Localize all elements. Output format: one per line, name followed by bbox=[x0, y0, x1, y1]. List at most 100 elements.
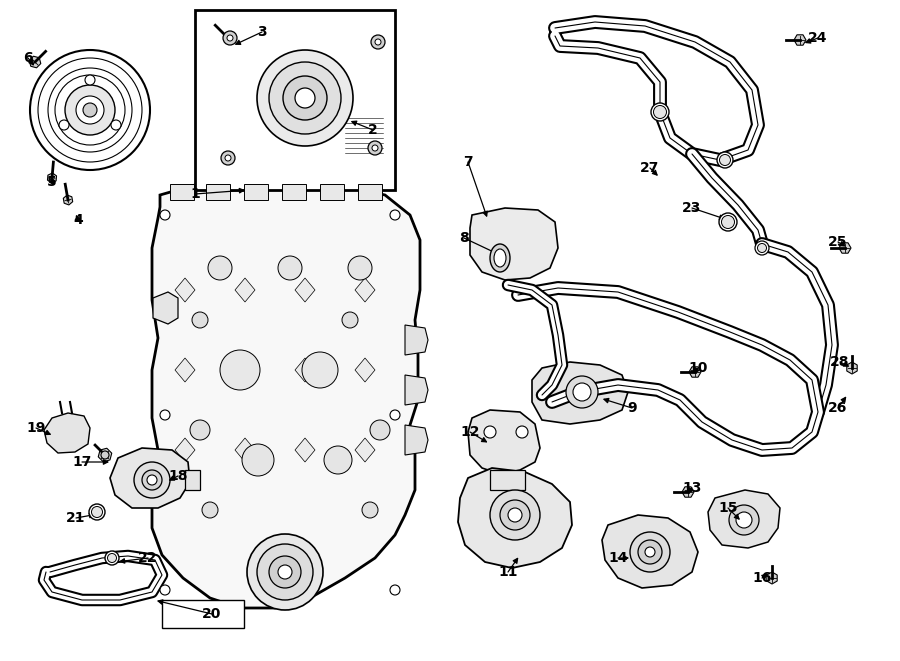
Circle shape bbox=[269, 62, 341, 134]
Circle shape bbox=[192, 312, 208, 328]
Text: 5: 5 bbox=[47, 175, 57, 189]
Circle shape bbox=[755, 241, 769, 255]
Polygon shape bbox=[689, 367, 701, 377]
Circle shape bbox=[729, 505, 759, 535]
Circle shape bbox=[227, 35, 233, 41]
Polygon shape bbox=[221, 31, 235, 45]
Text: 2: 2 bbox=[368, 123, 378, 137]
Circle shape bbox=[390, 410, 400, 420]
Circle shape bbox=[484, 426, 496, 438]
Text: 11: 11 bbox=[499, 565, 517, 579]
Polygon shape bbox=[185, 470, 200, 490]
Text: 3: 3 bbox=[257, 25, 266, 39]
Circle shape bbox=[220, 350, 260, 390]
Text: 13: 13 bbox=[682, 481, 702, 495]
Circle shape bbox=[223, 31, 237, 45]
Polygon shape bbox=[48, 173, 57, 183]
Polygon shape bbox=[682, 486, 694, 497]
Circle shape bbox=[508, 508, 522, 522]
Text: 22: 22 bbox=[139, 551, 158, 565]
Circle shape bbox=[719, 213, 737, 231]
Circle shape bbox=[653, 106, 667, 118]
Polygon shape bbox=[355, 358, 375, 382]
Circle shape bbox=[371, 35, 385, 49]
Polygon shape bbox=[175, 438, 195, 462]
Polygon shape bbox=[153, 292, 178, 324]
Circle shape bbox=[651, 103, 669, 121]
Circle shape bbox=[302, 352, 338, 388]
Circle shape bbox=[221, 151, 235, 165]
Text: 26: 26 bbox=[828, 401, 848, 415]
Polygon shape bbox=[355, 278, 375, 302]
Polygon shape bbox=[98, 448, 112, 462]
Circle shape bbox=[390, 210, 400, 220]
Circle shape bbox=[247, 534, 323, 610]
Polygon shape bbox=[110, 448, 190, 508]
Text: 28: 28 bbox=[830, 355, 850, 369]
Circle shape bbox=[142, 470, 162, 490]
Text: 8: 8 bbox=[459, 231, 469, 245]
Polygon shape bbox=[405, 325, 428, 355]
Text: 20: 20 bbox=[202, 607, 221, 621]
Circle shape bbox=[242, 444, 274, 476]
Text: 1: 1 bbox=[190, 187, 200, 201]
Text: 25: 25 bbox=[828, 235, 848, 249]
Circle shape bbox=[257, 50, 353, 146]
Circle shape bbox=[30, 50, 150, 170]
Circle shape bbox=[107, 553, 116, 563]
Circle shape bbox=[147, 475, 157, 485]
Polygon shape bbox=[532, 362, 628, 424]
Circle shape bbox=[160, 585, 170, 595]
Circle shape bbox=[65, 85, 115, 135]
Circle shape bbox=[295, 88, 315, 108]
Circle shape bbox=[111, 120, 121, 130]
Polygon shape bbox=[767, 572, 778, 584]
Circle shape bbox=[160, 410, 170, 420]
Polygon shape bbox=[29, 56, 40, 68]
Bar bbox=[162, 600, 244, 628]
Circle shape bbox=[722, 215, 734, 229]
Circle shape bbox=[630, 532, 670, 572]
Text: 23: 23 bbox=[682, 201, 702, 215]
Bar bbox=[320, 184, 344, 200]
Circle shape bbox=[202, 502, 218, 518]
Polygon shape bbox=[405, 425, 428, 455]
Text: 24: 24 bbox=[808, 31, 828, 45]
Ellipse shape bbox=[494, 249, 506, 267]
Circle shape bbox=[645, 547, 655, 557]
Circle shape bbox=[717, 152, 733, 168]
Circle shape bbox=[257, 544, 313, 600]
Circle shape bbox=[190, 420, 210, 440]
Circle shape bbox=[89, 504, 105, 520]
Ellipse shape bbox=[490, 244, 510, 272]
Text: 9: 9 bbox=[627, 401, 637, 415]
Text: 15: 15 bbox=[718, 501, 738, 515]
Circle shape bbox=[390, 585, 400, 595]
Circle shape bbox=[283, 76, 327, 120]
Polygon shape bbox=[490, 470, 525, 490]
Circle shape bbox=[278, 256, 302, 280]
Circle shape bbox=[134, 462, 170, 498]
Circle shape bbox=[566, 376, 598, 408]
Polygon shape bbox=[342, 112, 385, 158]
Text: 18: 18 bbox=[168, 469, 188, 483]
Polygon shape bbox=[470, 208, 558, 280]
Text: 16: 16 bbox=[752, 571, 771, 585]
Polygon shape bbox=[175, 358, 195, 382]
Polygon shape bbox=[63, 195, 73, 205]
Polygon shape bbox=[602, 515, 698, 588]
Bar bbox=[195, 10, 395, 190]
Circle shape bbox=[362, 502, 378, 518]
Circle shape bbox=[85, 75, 95, 85]
Text: 17: 17 bbox=[72, 455, 92, 469]
Circle shape bbox=[92, 506, 103, 518]
Text: 12: 12 bbox=[460, 425, 480, 439]
Polygon shape bbox=[295, 358, 315, 382]
Polygon shape bbox=[468, 410, 540, 474]
Polygon shape bbox=[44, 413, 90, 453]
Polygon shape bbox=[216, 20, 382, 162]
Polygon shape bbox=[235, 438, 255, 462]
Polygon shape bbox=[708, 490, 780, 548]
Circle shape bbox=[758, 243, 767, 253]
Polygon shape bbox=[355, 438, 375, 462]
